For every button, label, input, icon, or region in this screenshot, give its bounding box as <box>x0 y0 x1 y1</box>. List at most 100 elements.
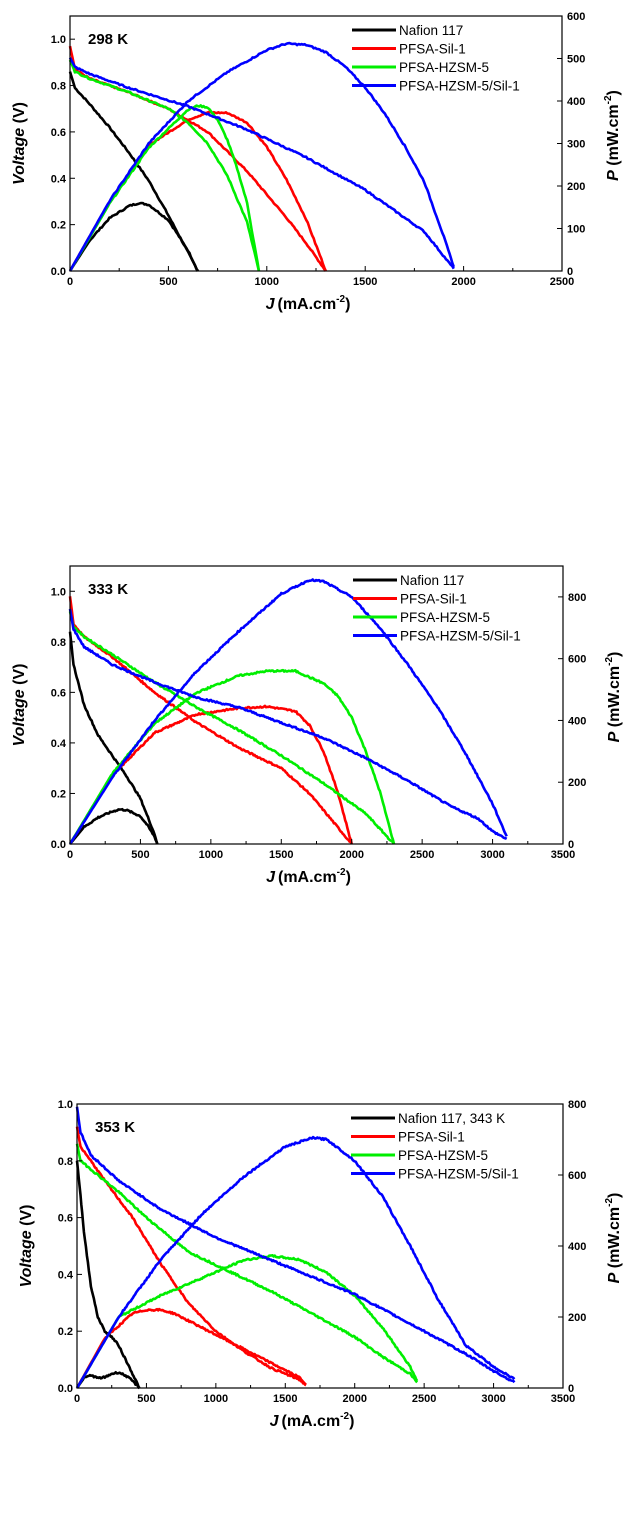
y-tick-label: 0.0 <box>51 266 66 278</box>
y-tick-label: 0.4 <box>58 1269 74 1281</box>
y-axis-title: Voltage (V) <box>18 1205 35 1288</box>
x-axis-title: J (mA.cm-2) <box>266 867 351 886</box>
legend-label-3: PFSA-HZSM-5 <box>398 1148 488 1163</box>
y-tick-label: 0.6 <box>58 1213 73 1225</box>
temperature-label: 298 K <box>88 31 128 48</box>
y-tick-label: 0.8 <box>58 1156 73 1168</box>
y-axis-title: Voltage (V) <box>11 664 28 747</box>
legend-label-2: PFSA-Sil-1 <box>399 42 466 57</box>
legend-label-4: PFSA-HZSM-5/Sil-1 <box>400 629 521 644</box>
y2-tick-label: 0 <box>567 266 573 278</box>
power-density-curve-1 <box>68 201 199 272</box>
y2-tick-label: 600 <box>568 654 586 666</box>
y-axis-title: Voltage (V) <box>11 102 28 185</box>
power-density-curve-1 <box>75 1371 140 1390</box>
x-tick-label: 500 <box>131 849 149 861</box>
x-tick-label: 500 <box>137 1393 155 1405</box>
x-tick-label: 0 <box>67 849 73 861</box>
y-tick-label: 0.2 <box>51 788 66 800</box>
x-tick-label: 3500 <box>551 1393 575 1405</box>
power-density-curve-2 <box>75 1307 307 1389</box>
series-curves <box>75 1106 516 1390</box>
y2-tick-label: 0 <box>568 1383 574 1395</box>
x-tick-label: 3500 <box>551 849 575 861</box>
x-tick-label: 1000 <box>199 849 223 861</box>
chart-panel-1: 0 500 1000 1500 2000 2500 0.0 0.2 0.4 0.6 0.8 1.0 0 1… <box>11 11 622 313</box>
polarization-curve-1 <box>68 631 159 845</box>
power-density-curve-1 <box>69 807 159 845</box>
power-density-curve-4 <box>68 578 508 845</box>
y2-tick-label: 400 <box>568 1241 586 1253</box>
x-tick-label: 2000 <box>451 276 475 288</box>
y2-axis-title: P (mW.cm-2) <box>603 90 622 181</box>
polarization-curve-1 <box>75 1160 141 1389</box>
y-tick-label: 0.0 <box>51 839 66 851</box>
x-tick-label: 500 <box>159 276 177 288</box>
x-tick-label: 1500 <box>353 276 377 288</box>
plot-frame <box>69 15 563 272</box>
y2-tick-label: 400 <box>567 96 585 108</box>
y-tick-label: 0.0 <box>58 1383 73 1395</box>
y2-tick-label: 0 <box>568 839 574 851</box>
y2-tick-label: 200 <box>568 777 586 789</box>
x-tick-label: 2500 <box>550 276 574 288</box>
x-tick-label: 1000 <box>255 276 279 288</box>
legend-label-3: PFSA-HZSM-5 <box>400 610 490 625</box>
polarization-curve-2 <box>75 1126 307 1387</box>
polarization-curve-4 <box>68 57 455 270</box>
y-tick-label: 0.2 <box>58 1326 73 1338</box>
y-tick-label: 0.4 <box>51 173 67 185</box>
polarization-curve-4 <box>75 1106 516 1384</box>
polarization-curve-2 <box>68 596 353 845</box>
legend-label-4: PFSA-HZSM-5/Sil-1 <box>398 1167 519 1182</box>
x-tick-label: 1500 <box>269 849 293 861</box>
legend: Nafion 117 PFSA-Sil-1 PFSA-HZSM-5 PFSA-HZSM… <box>353 573 521 644</box>
legend-label-2: PFSA-Sil-1 <box>398 1130 465 1145</box>
series-curves <box>68 41 456 272</box>
y-tick-label: 1.0 <box>51 34 66 46</box>
x-tick-label: 3000 <box>480 849 504 861</box>
legend-label-4: PFSA-HZSM-5/Sil-1 <box>399 79 520 94</box>
x-tick-label: 1000 <box>204 1393 228 1405</box>
y2-axis-title: P (mW.cm-2) <box>604 1193 623 1284</box>
polarization-curve-3 <box>75 1143 419 1384</box>
power-density-curve-3 <box>75 1254 419 1389</box>
legend: Nafion 117, 343 K PFSA-Sil-1 PFSA-HZSM-5 PF… <box>351 1111 519 1182</box>
y-tick-label: 0.8 <box>51 81 66 93</box>
polarization-curve-3 <box>68 611 396 845</box>
y2-tick-label: 400 <box>568 715 586 727</box>
legend-label-2: PFSA-Sil-1 <box>400 592 467 607</box>
chart-panel-2: 0 500 1000 1500 2000 2500 3000 35000.00.20.40.6… <box>11 565 623 886</box>
power-density-curve-4 <box>75 1135 516 1389</box>
power-density-curve-2 <box>68 110 327 272</box>
y2-tick-label: 200 <box>568 1312 586 1324</box>
y2-axis-title: P (mW.cm-2) <box>604 652 623 743</box>
x-tick-label: 2000 <box>342 1393 366 1405</box>
legend: Nafion 117 PFSA-Sil-1 PFSA-HZSM-5 PFSA-HZSM… <box>352 23 520 94</box>
x-tick-label: 3000 <box>481 1393 505 1405</box>
temperature-label: 333 K <box>88 581 128 598</box>
polarization-curve-3 <box>68 59 261 272</box>
legend-label-1: Nafion 117, 343 K <box>398 1111 505 1126</box>
legend-label-1: Nafion 117 <box>399 23 463 38</box>
x-tick-label: 2500 <box>410 849 434 861</box>
y-tick-label: 1.0 <box>51 586 66 598</box>
x-axis-title: J (mA.cm-2) <box>266 294 351 313</box>
power-density-curve-3 <box>68 104 261 272</box>
y-tick-label: 0.6 <box>51 687 66 699</box>
y2-tick-label: 200 <box>567 181 585 193</box>
x-tick-label: 2000 <box>339 849 363 861</box>
y2-tick-label: 500 <box>567 54 585 66</box>
x-tick-label: 1500 <box>273 1393 297 1405</box>
y2-tick-label: 600 <box>567 11 585 23</box>
x-tick-label: 2500 <box>412 1393 436 1405</box>
y2-tick-label: 800 <box>568 1099 586 1111</box>
y-tick-label: 0.4 <box>51 738 67 750</box>
y2-tick-label: 100 <box>567 224 585 236</box>
legend-label-3: PFSA-HZSM-5 <box>399 60 489 75</box>
power-density-curve-4 <box>68 41 456 272</box>
polarization-curve-4 <box>68 608 508 841</box>
chart-panel-3: 0 500 1000 1500 2000 2500 3000 3500 0.0 0.2 0.4 0.6… <box>18 1099 623 1430</box>
x-axis-title: J (mA.cm-2) <box>270 1411 355 1430</box>
